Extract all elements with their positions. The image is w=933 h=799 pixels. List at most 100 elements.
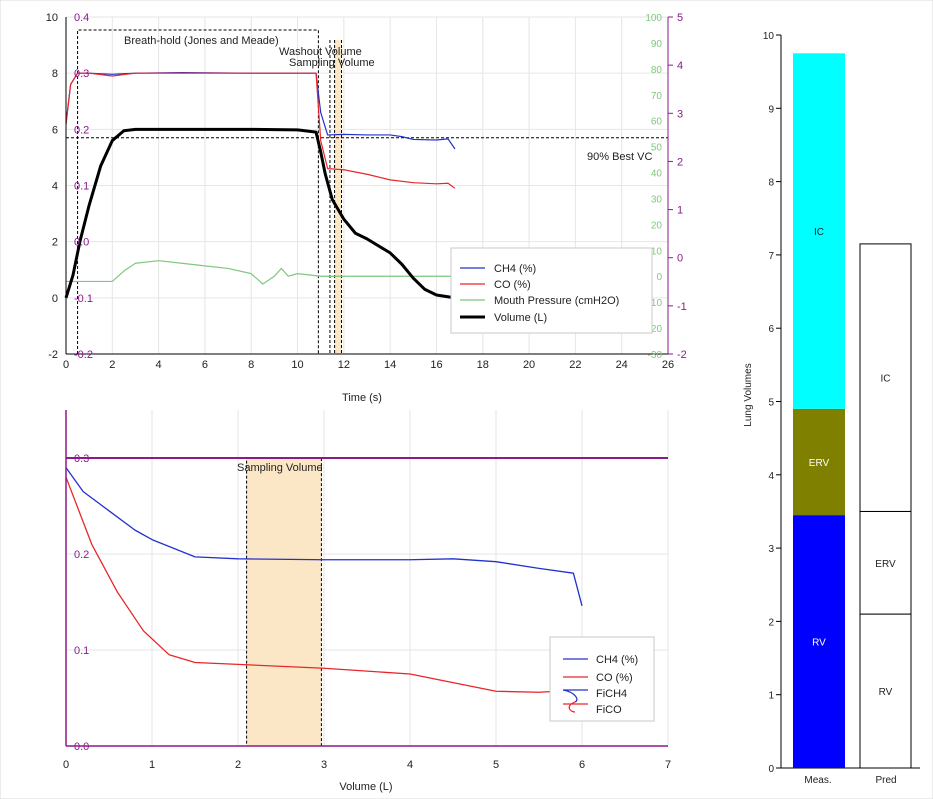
x-tick-label: 2: [235, 759, 241, 771]
x-tick-label: 10: [291, 359, 303, 371]
sampling-volume-band: [334, 40, 342, 354]
time-chart-x-axis-title: Time (s): [342, 392, 382, 404]
volume-axis-tick-label: 8: [52, 68, 58, 80]
volume-chart-tick-labels: 0 1 2 3 4 5 6 7 0.0 0.1 0.2 0.3: [63, 453, 671, 771]
y-tick-label: 0.0: [74, 741, 89, 753]
series-line-mouth-pressure-cmh2o: [66, 260, 455, 285]
legend-label-co: CO (%): [596, 672, 633, 684]
bar-segment-label: RV: [812, 638, 826, 649]
bar-segment-label: RV: [879, 687, 893, 698]
category-label-pred: Pred: [875, 775, 896, 786]
x-tick-label: 6: [579, 759, 585, 771]
volume-chart-overlays: [246, 457, 322, 747]
bar-segment-label: IC: [881, 374, 891, 385]
y-tick-label: 3: [768, 544, 774, 555]
x-tick-label: 18: [477, 359, 489, 371]
breath-hold-bracket: [77, 29, 319, 354]
legend-label-co: CO (%): [494, 279, 531, 291]
volume-axis-tick-label: 10: [46, 12, 58, 24]
sampling-volume-label-bottom: Sampling Volume: [237, 462, 323, 474]
bar-segment-label: ERV: [809, 458, 830, 469]
right-axis-tick-label: -1: [677, 301, 687, 313]
volume-axis-tick-label: 6: [52, 124, 58, 136]
right-axis-tick-label: 5: [677, 12, 683, 24]
bar-segment-label: IC: [814, 227, 824, 238]
lung-volumes-chart: 0 1 2 3 4 5 6 7 8 9 10 RV ERV IC RV ERV IC Lung Volumes…: [743, 31, 920, 786]
series-line-ch4: [65, 467, 583, 607]
y-tick-label: 6: [768, 324, 774, 335]
x-tick-label: 5: [493, 759, 499, 771]
fraction-axis-tick-label: -0.2: [74, 349, 93, 361]
legend-swatch-fico: [563, 701, 588, 713]
x-tick-label: 0: [63, 759, 69, 771]
pressure-axis-tick-label: 50: [651, 143, 663, 154]
volume-chart-legend: CH4 (%) CO (%) FiCH4 FiCO: [549, 636, 655, 722]
bar-segment-pred-erv: [859, 510, 912, 615]
time-chart: 0 2 4 6 8 10 12 14 16 18 20 22 24 26-20246810-0.2-0.1…: [46, 12, 687, 404]
y-tick-label: 4: [768, 471, 774, 482]
legend-label-mouth-pressure: Mouth Pressure (cmH2O): [494, 295, 619, 307]
series-line-co: [65, 476, 574, 693]
time-chart-legend: CH4 (%) CO (%) Mouth Pressure (cmH2O) Vo…: [450, 247, 653, 334]
fraction-axis-tick-label: 0.0: [74, 237, 89, 249]
series-line-volume-l: [64, 127, 456, 300]
bar-segment-meas-rv: [793, 515, 845, 768]
y-tick-label: 5: [768, 398, 774, 409]
x-tick-label: 22: [569, 359, 581, 371]
legend-box: [450, 247, 653, 334]
pressure-axis-tick-label: 40: [651, 169, 663, 180]
x-tick-label: 20: [523, 359, 535, 371]
x-tick-label: 6: [202, 359, 208, 371]
fraction-axis-tick-label: 0.2: [74, 124, 89, 136]
lung-volumes-bars: RV ERV IC RV ERV IC: [793, 53, 912, 769]
pressure-axis-tick-label: 10: [651, 246, 663, 257]
series-line-co: [65, 72, 456, 189]
washout-volume-label: Washout Volume: [279, 46, 362, 58]
x-tick-label: 0: [63, 359, 69, 371]
fraction-axis-tick-label: 0.3: [74, 68, 89, 80]
x-tick-label: 4: [407, 759, 413, 771]
bar-segment-pred-rv: [859, 613, 912, 769]
pressure-axis-tick-label: 20: [651, 220, 663, 231]
time-chart-tick-labels: 0 2 4 6 8 10 12 14 16 18 20 22 24 26-20246810-0.2-0.1…: [46, 12, 687, 371]
pressure-axis-tick-label: -30: [648, 350, 663, 361]
category-label-meas: Meas.: [804, 775, 831, 786]
volume-chart-axes: [65, 410, 668, 747]
time-chart-series: [64, 72, 456, 300]
right-axis-tick-label: 4: [677, 60, 683, 72]
x-tick-label: 14: [384, 359, 396, 371]
right-axis-tick-label: 2: [677, 156, 683, 168]
y-tick-label: 9: [768, 104, 774, 115]
y-tick-label: 10: [763, 31, 775, 42]
bar-segment-label: ERV: [875, 559, 896, 570]
right-axis-tick-label: 3: [677, 108, 683, 120]
fraction-axis-tick-label: 0.4: [74, 12, 89, 24]
volume-chart-series: [65, 457, 668, 693]
x-tick-label: 26: [662, 359, 674, 371]
x-tick-label: 8: [248, 359, 254, 371]
right-axis-tick-label: 0: [677, 253, 683, 265]
y-tick-label: 1: [768, 691, 774, 702]
fraction-axis-tick-label: 0.1: [74, 181, 89, 193]
legend-label-ch4: CH4 (%): [494, 263, 536, 275]
legend-label-volume: Volume (L): [494, 312, 547, 324]
pressure-axis-tick-label: 0: [656, 272, 662, 283]
breath-hold-label: Breath-hold (Jones and Meade): [124, 35, 279, 47]
x-tick-label: 2: [109, 359, 115, 371]
pressure-axis-tick-label: 80: [651, 65, 663, 76]
legend-label-fico: FiCO: [596, 704, 622, 716]
legend-swatch-fich4: [562, 689, 588, 703]
time-chart-axes: [65, 16, 673, 355]
y-tick-label: 0.2: [74, 549, 89, 561]
y-tick-label: 0.1: [74, 645, 89, 657]
x-tick-label: 12: [338, 359, 350, 371]
y-tick-label: 0.3: [74, 453, 89, 465]
legend-label-fich4: FiCH4: [596, 688, 627, 700]
y-tick-label: 8: [768, 178, 774, 189]
right-axis-tick-label: 1: [677, 205, 683, 217]
sampling-volume-band: [246, 457, 322, 747]
sampling-volume-label-top: Sampling Volume: [289, 57, 375, 69]
x-tick-label: 1: [149, 759, 155, 771]
